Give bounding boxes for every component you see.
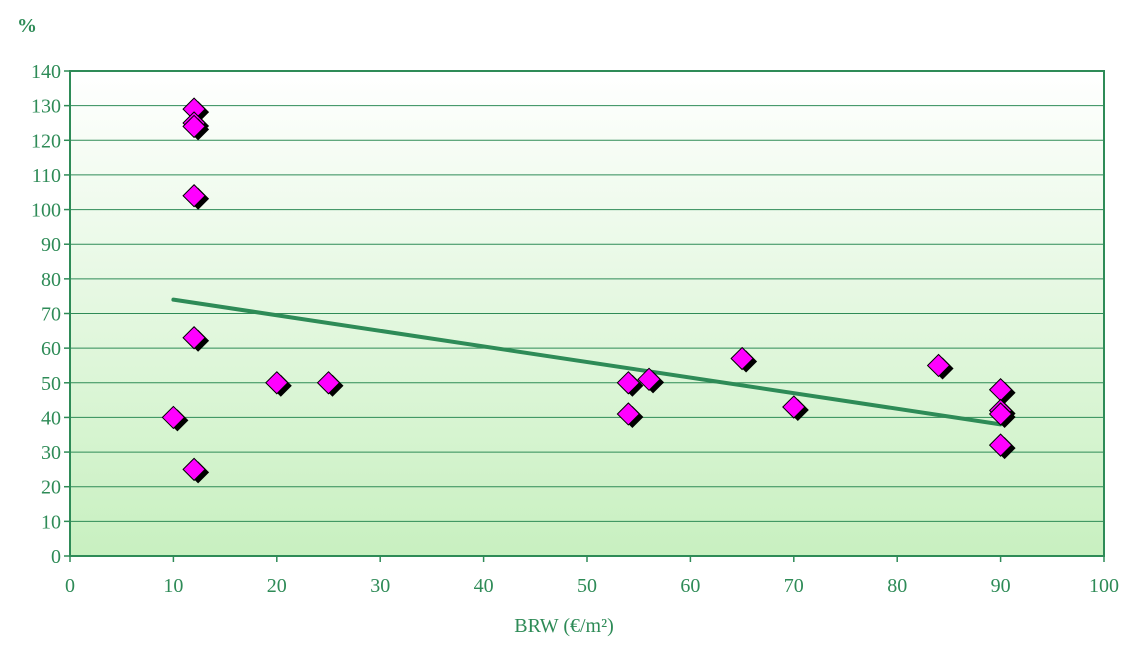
- y-tick-label: 30: [41, 442, 61, 464]
- y-tick-label: 120: [31, 130, 61, 152]
- x-tick-label: 80: [887, 575, 907, 597]
- y-tick-label: 10: [41, 511, 61, 533]
- data-point-marker: [730, 346, 754, 371]
- plot-border: [69, 70, 1105, 557]
- data-point-marker: [616, 402, 641, 426]
- data-point: [161, 405, 189, 432]
- x-axis-ticks: 0 10 20 30 40 50 60 70 80 90 100: [65, 556, 1119, 597]
- y-tick-label: 50: [41, 373, 61, 395]
- trend-line: [171, 297, 1003, 427]
- data-points: [161, 97, 1016, 484]
- x-tick-label: 10: [163, 575, 183, 597]
- data-point-marker: [316, 371, 341, 395]
- y-tick-label: 70: [41, 304, 61, 326]
- data-point: [730, 346, 758, 373]
- x-tick-label: 30: [370, 575, 390, 597]
- data-point: [988, 402, 1016, 428]
- data-point: [182, 457, 210, 484]
- data-point-marker: [616, 371, 641, 395]
- data-point-marker: [782, 395, 806, 419]
- data-point-marker: [637, 367, 661, 392]
- y-tick-label: 140: [31, 61, 61, 83]
- data-point: [616, 402, 644, 428]
- data-point: [782, 395, 809, 422]
- data-point: [182, 326, 210, 352]
- gridlines: [70, 105, 1104, 522]
- data-point-marker: [182, 326, 206, 350]
- data-point: [988, 433, 1016, 460]
- data-point: [265, 371, 292, 397]
- y-axis-label: %: [17, 15, 37, 37]
- data-point-marker: [265, 371, 289, 395]
- x-tick-label: 40: [474, 575, 494, 597]
- y-tick-label: 80: [41, 269, 61, 291]
- data-point-marker: [161, 405, 186, 430]
- data-point: [182, 114, 210, 141]
- data-point-marker: [988, 433, 1013, 457]
- y-tick-label: 130: [31, 96, 61, 118]
- x-tick-label: 20: [267, 575, 287, 597]
- y-tick-label: 100: [31, 200, 61, 222]
- data-point-marker: [988, 402, 1013, 426]
- x-tick-label: 0: [65, 575, 75, 597]
- y-axis-ticks: 0 10 20 30 40 50 60 70 80 90 100 110 120 130 140: [31, 61, 70, 568]
- data-point-marker: [182, 114, 206, 139]
- x-tick-label: 70: [784, 575, 804, 597]
- x-axis-label: BRW (€/m²): [514, 615, 614, 637]
- y-tick-label: 0: [51, 546, 61, 568]
- data-point: [316, 371, 344, 397]
- y-tick-label: 20: [41, 477, 61, 499]
- x-tick-label: 90: [991, 575, 1011, 597]
- y-tick-label: 90: [41, 234, 61, 256]
- data-point: [182, 184, 210, 210]
- data-point-marker: [182, 184, 206, 208]
- data-point: [637, 367, 665, 394]
- data-point-marker: [182, 457, 206, 482]
- y-tick-label: 110: [32, 165, 61, 187]
- y-tick-label: 40: [41, 407, 61, 429]
- data-point-marker: [926, 353, 951, 378]
- data-point: [926, 353, 954, 380]
- data-point: [616, 371, 644, 397]
- x-tick-label: 100: [1089, 575, 1119, 597]
- y-tick-label: 60: [41, 338, 61, 360]
- x-tick-label: 60: [680, 575, 700, 597]
- x-tick-label: 50: [577, 575, 597, 597]
